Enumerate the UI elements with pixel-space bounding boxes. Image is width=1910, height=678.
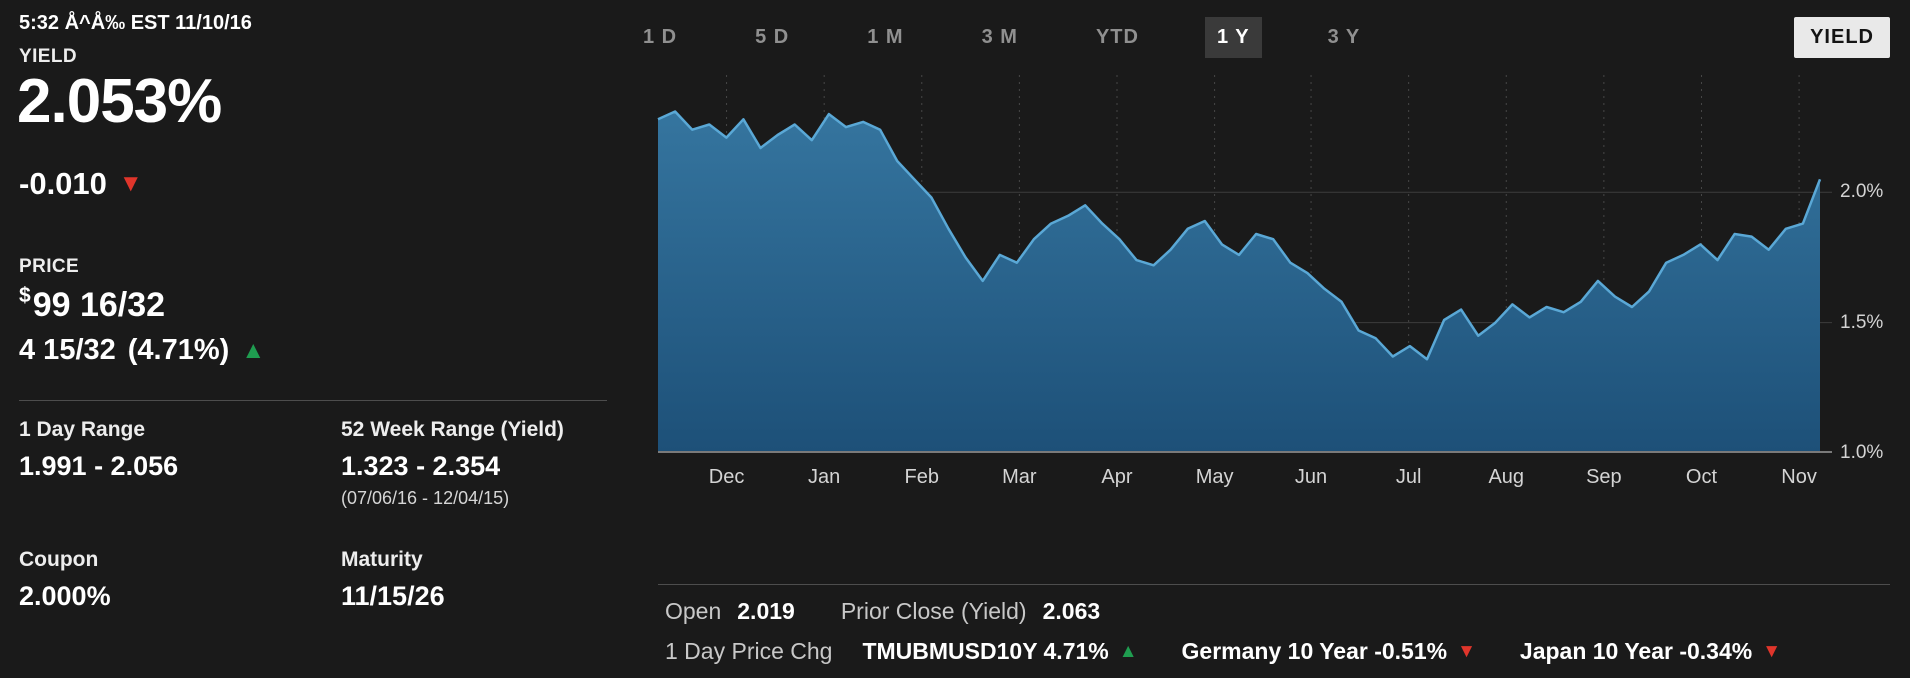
tab-1y[interactable]: 1 Y (1204, 16, 1262, 58)
comparison-item[interactable]: TMUBMUSD10Y 4.71% ▲ (862, 638, 1137, 665)
tab-ytd-label: YTD (1095, 25, 1139, 48)
x-tick-label: Apr (1101, 466, 1133, 488)
day-price-chg-label: 1 Day Price Chg (665, 638, 833, 664)
yield-label: YIELD (19, 46, 77, 67)
quote-timestamp: 5:32 Å^Å‰ EST 11/10/16 (19, 12, 252, 34)
yield-value: 2.053% (17, 67, 222, 136)
maturity-stat: Maturity 11/15/26 (341, 548, 445, 612)
day-range-stat: 1 Day Range 1.991 - 2.056 (19, 418, 178, 482)
52-week-range-label: 52 Week Range (Yield) (341, 418, 564, 441)
52-week-range-stat: 52 Week Range (Yield) 1.323 - 2.354 (07/… (341, 418, 564, 509)
yield-area-fill (658, 111, 1820, 453)
coupon-label: Coupon (19, 548, 99, 571)
x-tick-label: Feb (904, 466, 939, 488)
yield-change-value: -0.010 (19, 166, 107, 201)
day-range-value: 1.991 - 2.056 (19, 451, 179, 481)
comparison-item[interactable]: Japan 10 Year -0.34% ▼ (1520, 638, 1781, 665)
prior-close-label: Prior Close (Yield) (840, 598, 1027, 624)
day-range-label: 1 Day Range (19, 418, 146, 441)
comparison-label: TMUBMUSD10Y 4.71% (862, 638, 1109, 664)
comparison-label: Germany 10 Year -0.51% (1181, 638, 1448, 664)
left-panel-divider (19, 400, 607, 401)
maturity-value: 11/15/26 (341, 581, 445, 611)
coupon-stat: Coupon 2.000% (19, 548, 111, 612)
x-tick-label: Sep (1586, 466, 1622, 488)
x-tick-label: Jul (1395, 466, 1422, 488)
x-tick-label: Oct (1685, 466, 1718, 488)
footer-row-open: Open 2.019 Prior Close (Yield) 2.063 (665, 598, 1100, 625)
tab-3m-label: 3 M (981, 25, 1018, 48)
tab-1m[interactable]: 1 M (855, 17, 915, 58)
yield-line (657, 110, 1822, 361)
price-value-text: 99 16/32 (32, 286, 166, 324)
price-label: PRICE (19, 256, 80, 277)
down-triangle-icon: ▼ (1457, 641, 1476, 662)
chart-range-tabbar: 1 D 5 D 1 M 3 M YTD 1 Y 3 Y YIELD (631, 13, 1890, 61)
price-value: $99 16/32 (19, 284, 165, 325)
prior-close-stat: Prior Close (Yield) 2.063 (841, 598, 1100, 625)
chart-x-axis: Dec Jan Feb Mar Apr May Jun Jul Aug Sep Oct Nov (658, 466, 1820, 492)
chart-y-axis: 2.0% 1.5% 1.0% (1840, 75, 1906, 463)
prior-close-value: 2.063 (1042, 598, 1101, 624)
x-tick-label: Jun (1294, 466, 1328, 488)
x-tick-label: Jan (808, 466, 841, 488)
price-change-pct: (4.71%) (127, 334, 230, 366)
x-tick-label: Mar (1002, 466, 1037, 488)
comparison-list: TMUBMUSD10Y 4.71% ▲ Germany 10 Year -0.51%… (862, 638, 1781, 665)
52-week-range-dates: (07/06/16 - 12/04/15) (341, 488, 510, 508)
tab-1d[interactable]: 1 D (631, 17, 689, 58)
x-tick-label: Dec (708, 466, 745, 488)
comparison-item[interactable]: Germany 10 Year -0.51% ▼ (1182, 638, 1476, 665)
tab-1d-label: 1 D (643, 25, 678, 48)
chart-area[interactable] (657, 75, 1832, 453)
currency-symbol: $ (19, 284, 31, 307)
yield-chart-svg (657, 75, 1832, 453)
price-change: 4 15/32 (4.71%) ▲ (19, 334, 265, 367)
up-triangle-icon: ▲ (1118, 641, 1138, 662)
maturity-label: Maturity (341, 548, 423, 571)
down-triangle-icon: ▼ (118, 170, 143, 197)
52-week-range-value: 1.323 - 2.354 (341, 451, 501, 481)
tab-3y-label: 3 Y (1327, 25, 1361, 48)
down-triangle-icon: ▼ (1762, 641, 1782, 662)
footer-row-comparisons: 1 Day Price Chg TMUBMUSD10Y 4.71% ▲ German… (665, 638, 1781, 665)
tab-1y-label: 1 Y (1216, 25, 1250, 48)
yield-change: -0.010 ▼ (19, 166, 143, 202)
tab-3y[interactable]: 3 Y (1316, 17, 1373, 58)
open-value: 2.019 (737, 598, 795, 624)
open-label: Open (665, 598, 722, 624)
x-tick-label: Aug (1488, 466, 1525, 488)
x-tick-label: Nov (1781, 466, 1817, 488)
up-triangle-icon: ▲ (241, 336, 266, 364)
tab-3m[interactable]: 3 M (970, 17, 1030, 58)
footer-divider (658, 584, 1890, 585)
comparison-label: Japan 10 Year -0.34% (1519, 638, 1753, 664)
yield-toggle-button[interactable]: YIELD (1794, 16, 1890, 58)
y-tick-label: 1.5% (1840, 311, 1884, 333)
price-change-value: 4 15/32 (19, 334, 116, 366)
coupon-value: 2.000% (19, 581, 111, 611)
y-tick-label: 2.0% (1840, 181, 1884, 203)
tab-5d-label: 5 D (755, 25, 790, 48)
y-tick-label: 1.0% (1840, 442, 1884, 463)
tab-ytd[interactable]: YTD (1084, 17, 1151, 58)
open-stat: Open 2.019 (665, 598, 795, 625)
x-tick-label: May (1195, 466, 1234, 488)
tab-5d[interactable]: 5 D (743, 17, 801, 58)
tab-1m-label: 1 M (867, 25, 904, 48)
